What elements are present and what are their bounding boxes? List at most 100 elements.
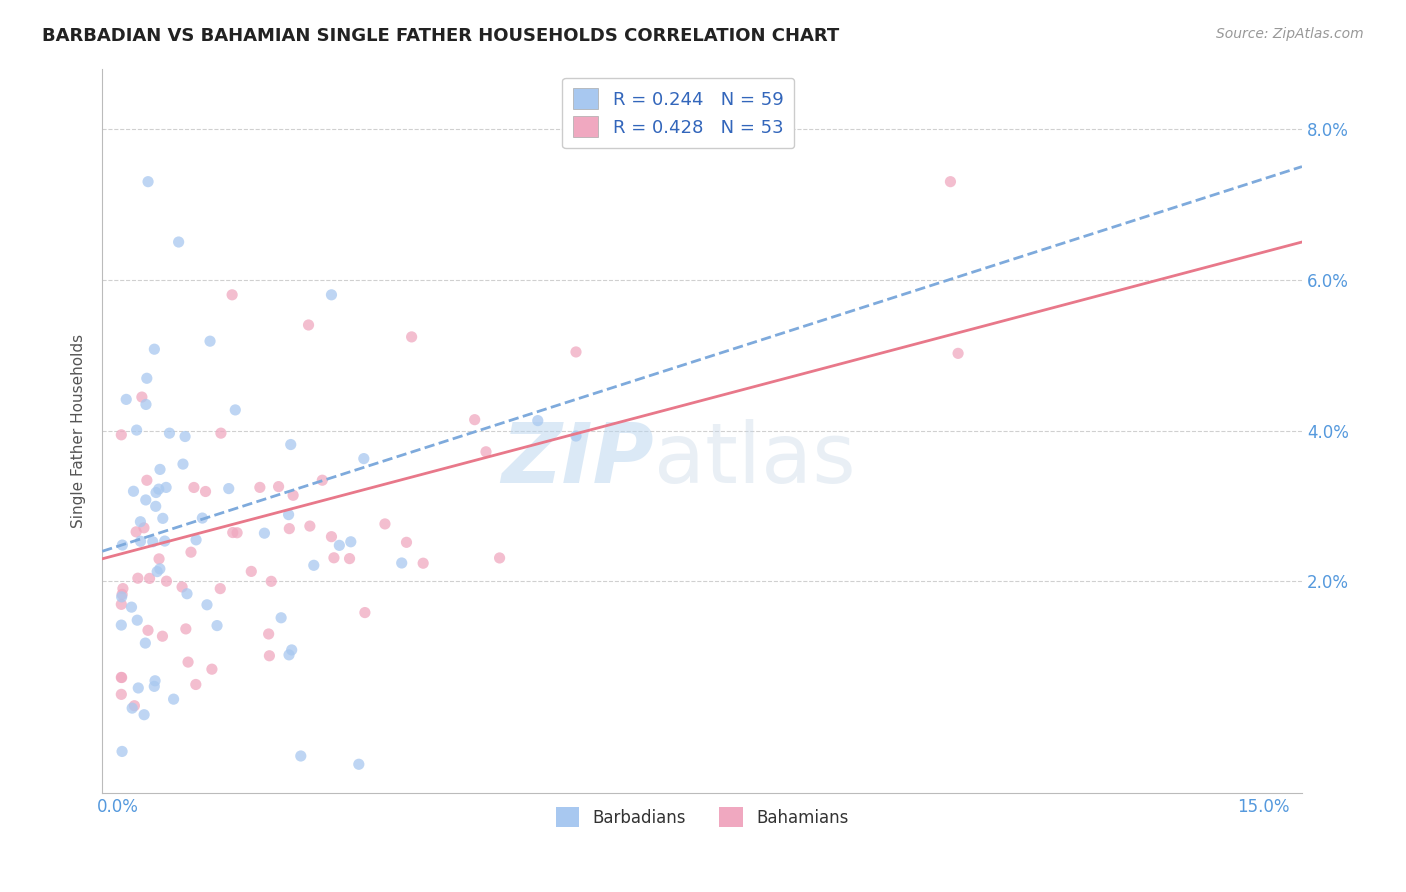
Point [148, 552, 170, 566]
Point [464, 412, 486, 426]
Point [297, 318, 319, 332]
Point [135, 492, 157, 507]
Point [267, 480, 290, 494]
Point [946, 346, 969, 360]
Point [176, 587, 198, 601]
Point [339, 534, 361, 549]
Point [311, 473, 333, 487]
Point [391, 556, 413, 570]
Point [143, 679, 166, 693]
Point [111, 587, 134, 601]
Point [240, 565, 263, 579]
Y-axis label: Single Father Households: Single Father Households [72, 334, 86, 528]
Point [153, 534, 176, 549]
Point [323, 550, 346, 565]
Point [401, 330, 423, 344]
Point [152, 629, 174, 643]
Point [280, 643, 302, 657]
Point [226, 525, 249, 540]
Point [218, 482, 240, 496]
Point [149, 562, 172, 576]
Point [145, 500, 167, 514]
Point [270, 611, 292, 625]
Point [167, 235, 190, 249]
Point [136, 175, 159, 189]
Point [111, 582, 134, 596]
Point [134, 636, 156, 650]
Point [155, 574, 177, 589]
Point [135, 473, 157, 487]
Point [281, 488, 304, 502]
Point [132, 707, 155, 722]
Point [110, 598, 132, 612]
Point [195, 598, 218, 612]
Point [110, 670, 132, 684]
Point [280, 437, 302, 451]
Point [257, 627, 280, 641]
Point [321, 288, 343, 302]
Point [180, 545, 202, 559]
Point [127, 613, 149, 627]
Point [374, 516, 396, 531]
Point [174, 429, 197, 443]
Point [395, 535, 418, 549]
Point [143, 673, 166, 688]
Point [131, 390, 153, 404]
Point [222, 525, 245, 540]
Point [121, 701, 143, 715]
Point [321, 530, 343, 544]
Point [298, 519, 321, 533]
Point [110, 687, 132, 701]
Point [148, 482, 170, 496]
Point [135, 397, 157, 411]
Point [565, 429, 588, 443]
Text: ZIP: ZIP [502, 419, 654, 500]
Point [412, 556, 434, 570]
Point [162, 692, 184, 706]
Point [174, 622, 197, 636]
Point [224, 403, 246, 417]
Point [127, 571, 149, 585]
Point [475, 444, 498, 458]
Text: Source: ZipAtlas.com: Source: ZipAtlas.com [1216, 27, 1364, 41]
Point [191, 511, 214, 525]
Point [353, 451, 375, 466]
Point [115, 392, 138, 407]
Point [172, 580, 194, 594]
Point [132, 521, 155, 535]
Point [253, 817, 276, 831]
Point [290, 749, 312, 764]
Point [129, 534, 152, 549]
Point [152, 511, 174, 525]
Text: BARBADIAN VS BAHAMIAN SINGLE FATHER HOUSEHOLDS CORRELATION CHART: BARBADIAN VS BAHAMIAN SINGLE FATHER HOUS… [42, 27, 839, 45]
Point [194, 484, 217, 499]
Point [205, 618, 228, 632]
Point [278, 522, 301, 536]
Point [183, 480, 205, 494]
Point [339, 551, 361, 566]
Point [111, 538, 134, 552]
Point [253, 526, 276, 541]
Point [129, 515, 152, 529]
Point [138, 571, 160, 585]
Point [177, 655, 200, 669]
Point [122, 484, 145, 499]
Point [143, 342, 166, 356]
Point [172, 457, 194, 471]
Point [111, 590, 134, 604]
Point [209, 582, 232, 596]
Point [260, 574, 283, 589]
Point [209, 426, 232, 441]
Point [201, 662, 224, 676]
Point [111, 671, 134, 685]
Point [155, 480, 177, 494]
Point [159, 426, 181, 441]
Point [135, 371, 157, 385]
Point [198, 334, 221, 348]
Point [145, 485, 167, 500]
Point [184, 677, 207, 691]
Point [939, 175, 962, 189]
Point [565, 345, 588, 359]
Point [302, 558, 325, 573]
Point [277, 508, 299, 522]
